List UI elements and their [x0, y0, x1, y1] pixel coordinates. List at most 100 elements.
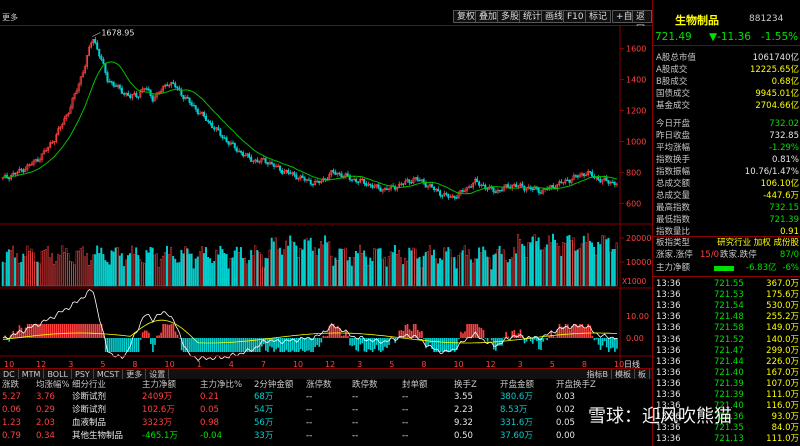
table-cell: 诊断试剂 [72, 392, 107, 402]
column-header[interactable]: 换手Z [454, 380, 477, 390]
candle-body [110, 81, 113, 83]
volume-bar [98, 253, 101, 287]
info-key: 总成交量 [656, 191, 691, 201]
candle-body [155, 92, 158, 98]
column-header[interactable]: 2分钟金额 [254, 380, 294, 390]
column-header[interactable]: 涨停数 [306, 380, 332, 390]
indicator-tab[interactable]: 指标B [584, 369, 612, 380]
candle-body [219, 129, 222, 136]
candle-body [147, 88, 150, 91]
candle-body [441, 195, 444, 197]
column-header[interactable]: 开盘金额 [500, 380, 535, 390]
sector-value[interactable]: 研究行业 加权 成份股 [717, 238, 799, 248]
candle-body [340, 173, 343, 178]
candle-body [434, 188, 438, 191]
column-header[interactable]: 主力净额 [142, 380, 177, 390]
candle-body [285, 169, 288, 172]
tick-price: 721.39 [714, 390, 744, 400]
candle-body [207, 120, 210, 122]
indicator-tab[interactable]: 更多 [123, 369, 147, 380]
candle-body [570, 179, 573, 183]
indicator-tab[interactable]: MCST [94, 369, 124, 380]
table-cell: 1.23 [2, 418, 21, 428]
price-change: ▼-11.36 [709, 31, 751, 43]
candle-body [607, 180, 610, 184]
table-cell: 3.55 [454, 392, 473, 402]
volume-bar [289, 235, 292, 287]
tick-row: 13:36 721.39 111.0万 [656, 390, 799, 401]
table-body: 5.27 3.76 诊断试剂 2409万 0.21 68万 -- -- -- 3.55 380.6万… [0, 391, 652, 446]
indicator-tab[interactable]: DC [0, 369, 19, 380]
column-header[interactable]: 涨跌 [2, 380, 20, 390]
volume-bar [402, 264, 405, 287]
volume-bar [554, 239, 557, 287]
info-value: 0.81% [771, 155, 799, 165]
indicator-tab[interactable]: 板 [635, 369, 650, 380]
volume-bar [455, 268, 458, 287]
more-left-label[interactable]: 更多 [2, 13, 18, 22]
indicator-tab[interactable]: 设置 [146, 369, 170, 380]
info-row: 最高指数 732.15 [656, 203, 799, 214]
candle-body [400, 183, 403, 185]
volume-bar [186, 248, 189, 287]
column-header[interactable]: 开盘换手Z [556, 380, 596, 390]
column-header[interactable]: 主力净比% [200, 380, 243, 390]
info-value: 12225.65亿 [749, 65, 799, 75]
candle-body [539, 192, 542, 194]
candle-body [217, 127, 220, 131]
volume-bar [521, 243, 524, 287]
info-value: 0.91 [780, 227, 799, 237]
table-cell: -- [352, 392, 359, 402]
candle-body [551, 185, 555, 188]
volume-bar [420, 267, 423, 287]
table-row[interactable]: 0.06 0.29 诊断试剂 102.6万 0.05 54万 -- -- -- 2.23 8.53万… [0, 404, 652, 417]
candle-body [221, 135, 224, 138]
volume-bar [61, 245, 64, 287]
column-header[interactable]: 均涨幅% [36, 380, 70, 390]
toolbar-button-3[interactable]: 统计 [519, 10, 546, 23]
indicator-tab[interactable]: MTM [19, 369, 45, 380]
volume-bar [51, 253, 53, 287]
toolbar-button-8[interactable]: 返回 [632, 10, 652, 35]
indicator-tab[interactable]: PSY [72, 369, 94, 380]
info-key: A股成交 [656, 65, 688, 75]
table-cell: -- [402, 431, 409, 441]
info-row: 指数换手 0.81% [656, 155, 799, 166]
column-header[interactable]: 跌停数 [352, 380, 378, 390]
kline-chart[interactable]: 1678.95 600 800 1000 1200 1400 1600 10000 20000… [0, 26, 652, 370]
chart-bg [0, 26, 652, 370]
candle-body [500, 189, 503, 192]
tick-amount: 530.0万 [766, 301, 799, 312]
tick-row: 13:36 721.58 149.0万 [656, 323, 799, 334]
toolbar-button-6[interactable]: 标记 [585, 10, 612, 23]
table-cell: -- [306, 418, 313, 428]
column-header[interactable]: 细分行业 [72, 380, 107, 390]
table-cell: 0.21 [200, 392, 219, 402]
indicator-tab[interactable]: 模板 [612, 369, 635, 380]
x-tick-label: 5 [100, 360, 105, 369]
info-row: A股成交 12225.65亿 [656, 65, 799, 76]
volume-bar [307, 240, 310, 287]
volume-bar [170, 247, 173, 287]
candle-body [379, 187, 382, 192]
candle-body [239, 150, 242, 153]
candle-body [287, 169, 290, 174]
tick-row: 13:36 721.40 167.0万 [656, 368, 799, 379]
table-row[interactable]: 1.23 2.03 血液制品 3323万 0.98 56万 -- -- -- 9.32 331.6万… [0, 417, 652, 430]
candle-body [225, 137, 228, 142]
tick-time: 13:36 [656, 334, 681, 345]
indicator-tab[interactable]: BOLL [44, 369, 73, 380]
candle-body [194, 105, 197, 110]
tick-row: 13:36 721.36 93.0万 [656, 412, 799, 423]
candle-body [430, 184, 433, 188]
column-header[interactable]: 封单额 [402, 380, 428, 390]
volume-bar [519, 238, 522, 287]
table-row[interactable]: 5.27 3.76 诊断试剂 2409万 0.21 68万 -- -- -- 3.55 380.6万… [0, 391, 652, 404]
candle-body [59, 126, 62, 129]
candle-body [437, 188, 440, 192]
volume-bar [114, 247, 117, 287]
toolbar-button-5[interactable]: F10 [563, 10, 588, 23]
tick-time: 13:36 [656, 434, 681, 445]
volume-bar [305, 238, 308, 287]
table-row[interactable]: 0.79 0.34 其他生物制品 -465.1万 -0.04 33万 -- -- -- 0.50 3… [0, 430, 652, 443]
